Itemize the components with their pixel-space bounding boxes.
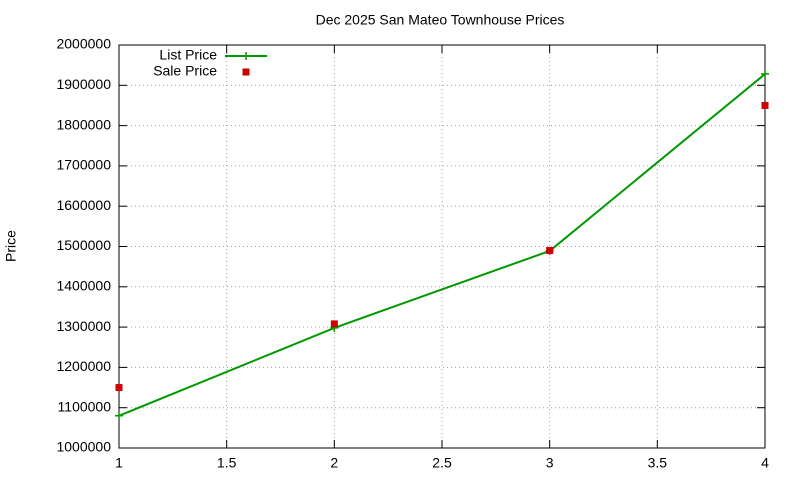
- chart-title: Dec 2025 San Mateo Townhouse Prices: [316, 12, 565, 28]
- data-point: [761, 70, 769, 79]
- y-tick-label: 1200000: [56, 358, 111, 374]
- y-tick-label: 1500000: [56, 237, 111, 253]
- x-tick-label: 1.5: [217, 455, 237, 471]
- data-point: [761, 101, 769, 109]
- x-tick-label: 2: [330, 455, 338, 471]
- x-tick-label: 4: [761, 455, 769, 471]
- x-tick-label: 3.5: [648, 455, 668, 471]
- y-tick-label: 1600000: [56, 197, 111, 213]
- legend-label: Sale Price: [153, 63, 217, 79]
- data-point: [330, 320, 338, 328]
- y-tick-label: 1800000: [56, 116, 111, 132]
- x-tick-label: 1: [115, 455, 123, 471]
- y-tick-label: 1900000: [56, 76, 111, 92]
- legend-marker: [242, 68, 250, 76]
- y-tick-label: 2000000: [56, 36, 111, 52]
- y-tick-label: 1000000: [56, 439, 111, 455]
- legend-marker: [242, 52, 250, 60]
- series-line: [118, 73, 766, 417]
- x-tick-label: 3: [546, 455, 554, 471]
- y-tick-label: 1300000: [56, 318, 111, 334]
- x-tick-label: 2.5: [432, 455, 452, 471]
- y-tick-label: 1100000: [58, 398, 112, 414]
- y-tick-label: 1400000: [56, 278, 111, 294]
- legend-label: List Price: [159, 47, 217, 63]
- y-tick-label: 1700000: [56, 157, 111, 173]
- data-point: [115, 384, 123, 392]
- data-point: [546, 247, 554, 255]
- y-axis-label: Price: [3, 230, 19, 262]
- data-point: [115, 411, 123, 420]
- plot-frame: [118, 44, 766, 449]
